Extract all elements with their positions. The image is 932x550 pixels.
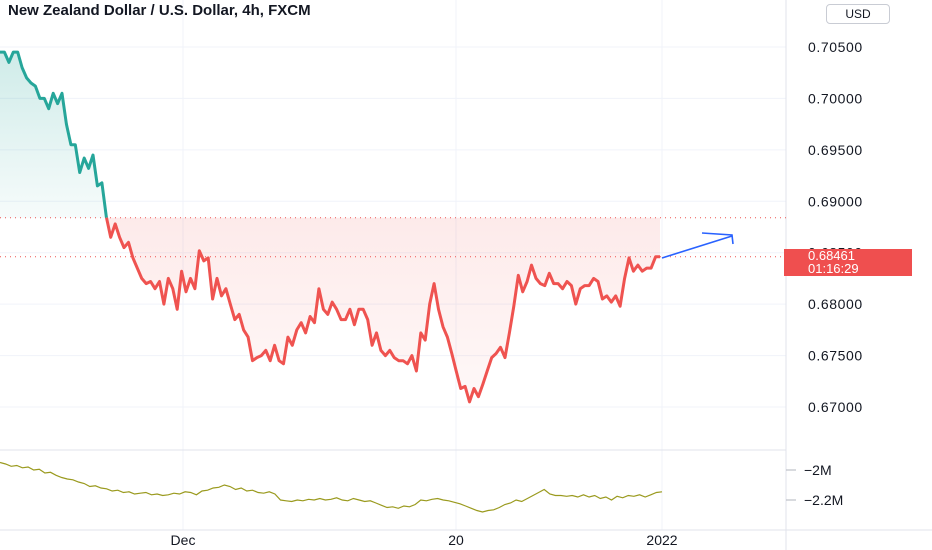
- price-tick-label: 0.67500: [808, 348, 863, 364]
- currency-button[interactable]: USD: [826, 4, 890, 24]
- volume-line: [0, 461, 663, 513]
- last-price-badge: 0.68461 01:16:29: [784, 249, 912, 276]
- price-tick-label: 0.69500: [808, 142, 863, 158]
- forecast-arrow-line: [661, 235, 733, 259]
- price-area-fill: [0, 52, 660, 402]
- price-line-above-baseline: [0, 50, 108, 219]
- last-price-value: 0.68461: [808, 248, 855, 263]
- price-line: [0, 50, 660, 404]
- price-line-below-baseline: [105, 217, 660, 404]
- volume-tick-label: −2.2M: [804, 492, 843, 508]
- down-area-fill: [106, 217, 660, 402]
- chart-title: New Zealand Dollar / U.S. Dollar, 4h, FX…: [8, 2, 311, 19]
- volume-series-line: [0, 461, 663, 513]
- up-area-fill: [0, 52, 107, 218]
- volume-tick-label: −2M: [804, 462, 832, 478]
- bar-countdown: 01:16:29: [808, 261, 859, 276]
- time-tick-label: Dec: [171, 532, 196, 548]
- price-tick-label: 0.70500: [808, 39, 863, 55]
- time-tick-label: 20: [448, 532, 464, 548]
- forecast-arrow: [661, 232, 734, 259]
- price-tick-label: 0.70000: [808, 90, 863, 106]
- time-tick-label: 2022: [646, 532, 677, 548]
- price-tick-label: 0.67000: [808, 399, 863, 415]
- forecast-arrow-head: [701, 232, 734, 245]
- price-axis: 0.705000.700000.695000.690000.685000.680…: [808, 39, 863, 415]
- price-tick-label: 0.68000: [808, 296, 863, 312]
- time-axis: Dec 20 2022: [171, 532, 678, 548]
- price-tick-label: 0.69000: [808, 193, 863, 209]
- volume-axis: −2M −2.2M: [786, 462, 843, 508]
